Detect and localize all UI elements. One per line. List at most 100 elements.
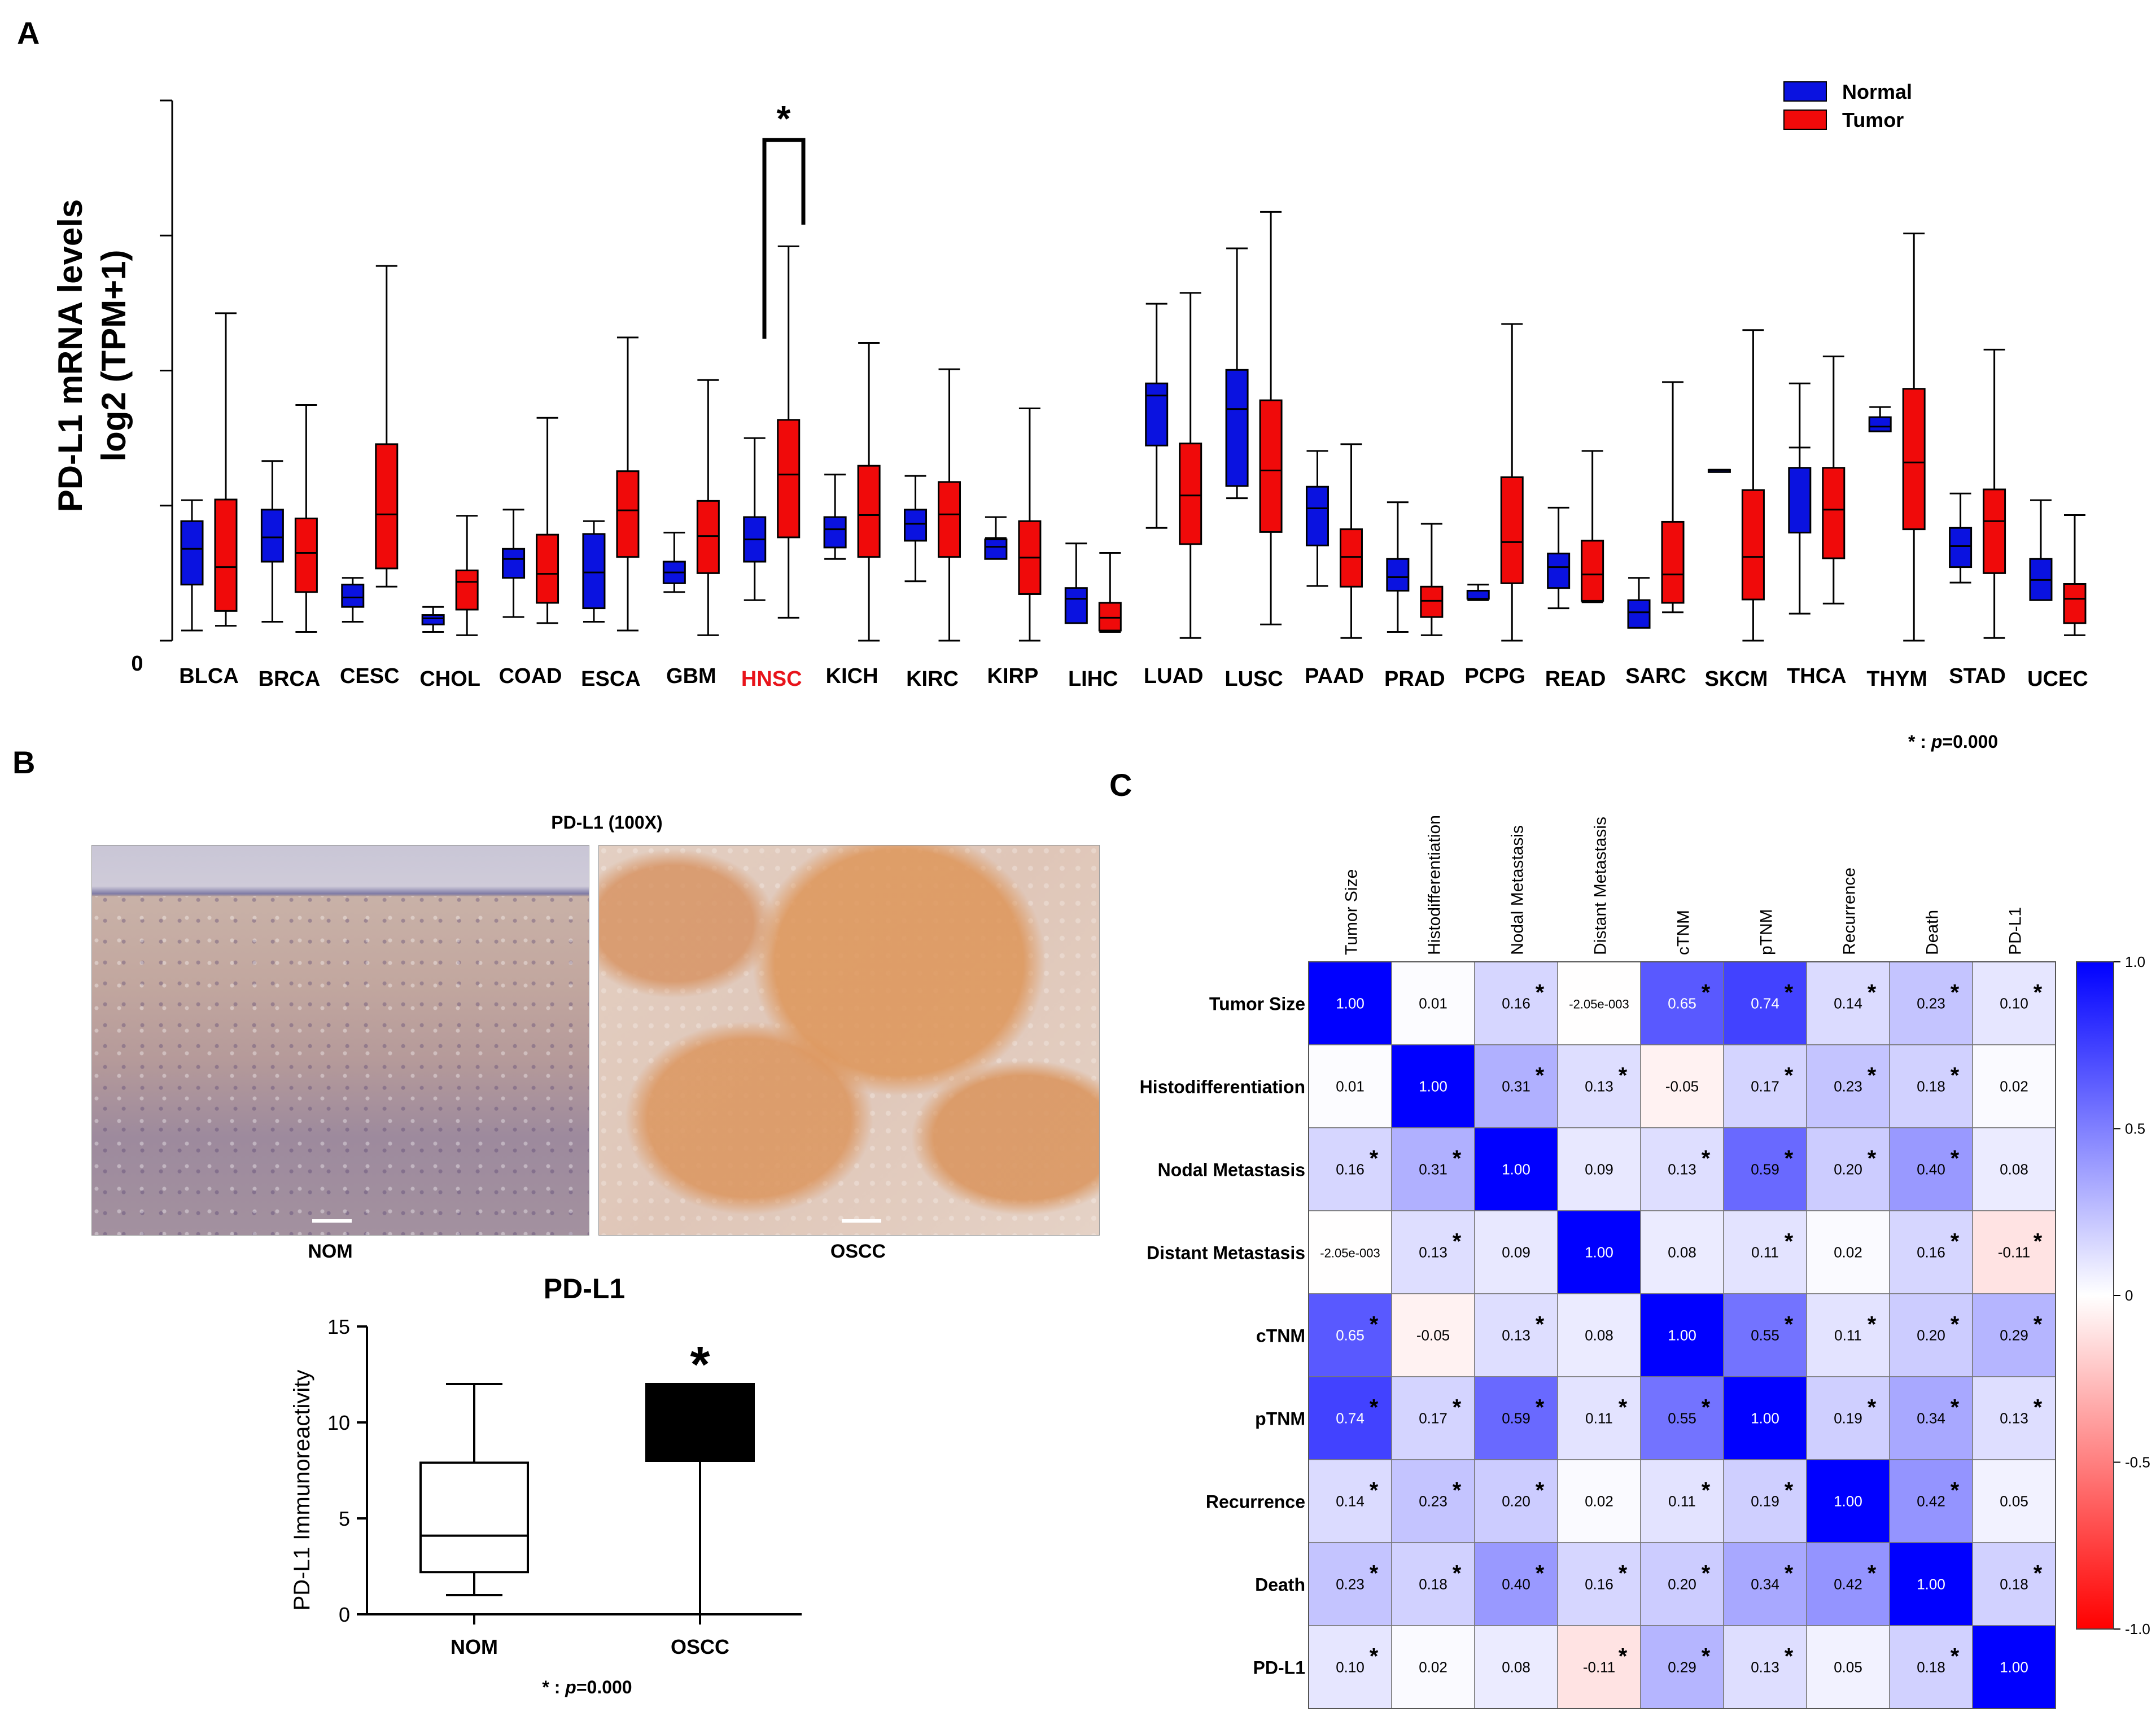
cell-value-ptnm-ctnm: 0.55 <box>1668 1410 1696 1427</box>
cell-value-death-nodal-metastasis: 0.40 <box>1502 1576 1530 1593</box>
cell-value-death-recurrence: 0.42 <box>1834 1576 1862 1593</box>
cell-value-nodal-metastasis-ptnm: 0.59 <box>1751 1161 1779 1178</box>
x-tick-label-chol: CHOL <box>419 667 480 691</box>
cell-nodal-metastasis-ptnm <box>1723 1127 1807 1211</box>
cell-ptnm-histodifferentiation <box>1391 1376 1475 1460</box>
x-tick-label-kich: KICH <box>826 664 878 688</box>
cell-significance-nodal-metastasis-death: * <box>1951 1146 1960 1171</box>
cell-significance-ptnm-tumor-size: * <box>1370 1395 1379 1420</box>
box-normal-kirc <box>904 509 928 542</box>
box-tumor-ucec <box>2063 583 2087 624</box>
panel-a-y-label-line1: PD-L1 mRNA levels <box>51 199 89 513</box>
cell-significance-ptnm-distant-metastasis: * <box>1619 1395 1628 1420</box>
cell-significance-pd-l1-death: * <box>1951 1644 1960 1669</box>
column-label-recurrence: Recurrence <box>1840 868 1859 955</box>
cell-significance-ctnm-pd-l1: * <box>2033 1312 2043 1337</box>
cell-tumor-size-histodifferentiation <box>1391 961 1475 1045</box>
x-tick-label-skcm: SKCM <box>1704 667 1768 691</box>
x-tick-label-coad: COAD <box>499 664 562 688</box>
cell-recurrence-death <box>1889 1459 1973 1543</box>
cell-significance-death-ptnm: * <box>1785 1561 1794 1586</box>
panel-a-x-tick-labels: BLCA BRCA CESC CHOL COAD ESCA GBM HNSC KICH KIRC K… <box>179 664 2088 691</box>
box-normal-kirp <box>984 538 1008 560</box>
cell-death-distant-metastasis <box>1557 1542 1641 1626</box>
cell-value-recurrence-recurrence: 1.00 <box>1834 1493 1862 1510</box>
cell-recurrence-distant-metastasis <box>1557 1459 1641 1543</box>
cell-recurrence-recurrence <box>1806 1459 1890 1543</box>
x-tick-label-thym: THYM <box>1866 667 1927 691</box>
box-normal-thca <box>1788 467 1812 534</box>
cell-death-tumor-size <box>1308 1542 1392 1626</box>
cell-significance-tumor-size-ptnm: * <box>1785 980 1794 1005</box>
box-normal-blca <box>180 520 204 586</box>
cell-significance-death-nodal-metastasis: * <box>1536 1561 1545 1586</box>
cell-value-nodal-metastasis-recurrence: 0.20 <box>1834 1161 1862 1178</box>
cell-distant-metastasis-nodal-metastasis <box>1474 1210 1558 1294</box>
colorbar-bar <box>2076 961 2114 1630</box>
cell-nodal-metastasis-ctnm <box>1640 1127 1724 1211</box>
cell-value-histodifferentiation-histodifferentiation: 1.00 <box>1419 1078 1447 1095</box>
cell-ctnm-death <box>1889 1293 1973 1377</box>
box-tumor-thca <box>1822 467 1845 559</box>
cell-histodifferentiation-death <box>1889 1044 1973 1128</box>
box-normal-coad <box>502 548 526 579</box>
box-oscc <box>645 1383 755 1462</box>
box-tumor-hnsc <box>777 419 801 538</box>
cell-value-recurrence-death: 0.42 <box>1917 1493 1945 1510</box>
x-tick-label-hnsc: HNSC <box>741 667 802 691</box>
cell-distant-metastasis-distant-metastasis <box>1557 1210 1641 1294</box>
panel-b-y-tick-label: 15 <box>327 1315 350 1338</box>
legend-tumor-swatch <box>1783 110 1827 130</box>
cell-value-ctnm-nodal-metastasis: 0.13 <box>1502 1327 1530 1344</box>
cell-significance-recurrence-ptnm: * <box>1785 1478 1794 1503</box>
cell-value-tumor-size-pd-l1: 0.10 <box>2000 995 2028 1012</box>
box-tumor-blca <box>214 498 238 612</box>
cell-value-histodifferentiation-tumor-size: 0.01 <box>1336 1078 1365 1095</box>
cell-value-death-death: 1.00 <box>1917 1576 1945 1593</box>
cell-value-histodifferentiation-death: 0.18 <box>1917 1078 1945 1095</box>
cell-tumor-size-nodal-metastasis <box>1474 961 1558 1045</box>
row-label-death: Death <box>1255 1575 1305 1595</box>
colorbar-tick-label: 0.5 <box>2125 1120 2145 1137</box>
box-tumor-kirc <box>938 481 961 558</box>
cell-significance-tumor-size-nodal-metastasis: * <box>1536 980 1545 1005</box>
cell-significance-ctnm-nodal-metastasis: * <box>1536 1312 1545 1337</box>
colorbar-tick-label: 0 <box>2125 1287 2133 1304</box>
cell-value-tumor-size-tumor-size: 1.00 <box>1336 995 1365 1012</box>
legend-normal-swatch <box>1783 81 1827 102</box>
cell-value-ctnm-ctnm: 1.00 <box>1668 1327 1696 1344</box>
panel-b-axes: 0 5 10 15 NOM OSCC <box>327 1315 802 1658</box>
legend-tumor-label: Tumor <box>1842 108 1904 132</box>
x-tick-label-read: READ <box>1545 667 1606 691</box>
micrograph-oscc-image <box>598 845 1100 1236</box>
cell-value-pd-l1-ctnm: 0.29 <box>1668 1659 1696 1676</box>
heatmap-column-labels: Tumor Size Histodifferentiation Nodal Meta… <box>1342 815 2025 955</box>
cell-distant-metastasis-histodifferentiation <box>1391 1210 1475 1294</box>
panel-a-y-label-line2: log2 (TPM+1) <box>95 249 133 461</box>
row-label-tumor-size: Tumor Size <box>1209 994 1305 1014</box>
cell-distant-metastasis-ctnm <box>1640 1210 1724 1294</box>
box-tumor-cesc <box>375 443 399 570</box>
cell-significance-recurrence-ctnm: * <box>1702 1478 1711 1503</box>
panel-a-y-axis <box>160 99 173 642</box>
hnsc-significance-star: * <box>777 98 791 139</box>
x-tick-label-prad: PRAD <box>1384 667 1445 691</box>
panel-b-chart: PD-L1 PD-L1 Immunoreactivity 0 5 10 15 NOM OS… <box>290 1273 802 1697</box>
panel-b-chart-title: PD-L1 <box>544 1273 625 1304</box>
cell-value-tumor-size-histodifferentiation: 0.01 <box>1419 995 1447 1012</box>
cell-value-tumor-size-distant-metastasis: -2.05e-003 <box>1569 997 1629 1012</box>
column-label-distant-metastasis: Distant Metastasis <box>1591 817 1610 955</box>
column-label-death: Death <box>1923 910 1942 955</box>
cell-histodifferentiation-histodifferentiation <box>1391 1044 1475 1128</box>
cell-significance-ctnm-recurrence: * <box>1868 1312 1877 1337</box>
cell-tumor-size-pd-l1 <box>1972 961 2056 1045</box>
colorbar-tick-label: -0.5 <box>2125 1454 2150 1471</box>
cell-value-ctnm-tumor-size: 0.65 <box>1336 1327 1365 1344</box>
cell-significance-distant-metastasis-histodifferentiation: * <box>1453 1229 1462 1254</box>
cell-pd-l1-nodal-metastasis <box>1474 1625 1558 1709</box>
cell-value-recurrence-ctnm: 0.11 <box>1668 1493 1696 1510</box>
box-normal-esca <box>582 533 606 610</box>
row-label-recurrence: Recurrence <box>1206 1492 1305 1512</box>
panel-a-boxes <box>180 211 2087 642</box>
cell-significance-ptnm-death: * <box>1951 1395 1960 1420</box>
